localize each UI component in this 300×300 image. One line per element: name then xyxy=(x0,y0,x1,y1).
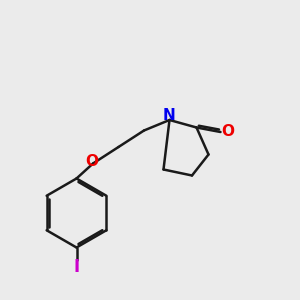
Text: O: O xyxy=(85,154,98,169)
Text: I: I xyxy=(74,258,80,276)
Text: N: N xyxy=(163,108,176,123)
Text: O: O xyxy=(221,124,235,140)
